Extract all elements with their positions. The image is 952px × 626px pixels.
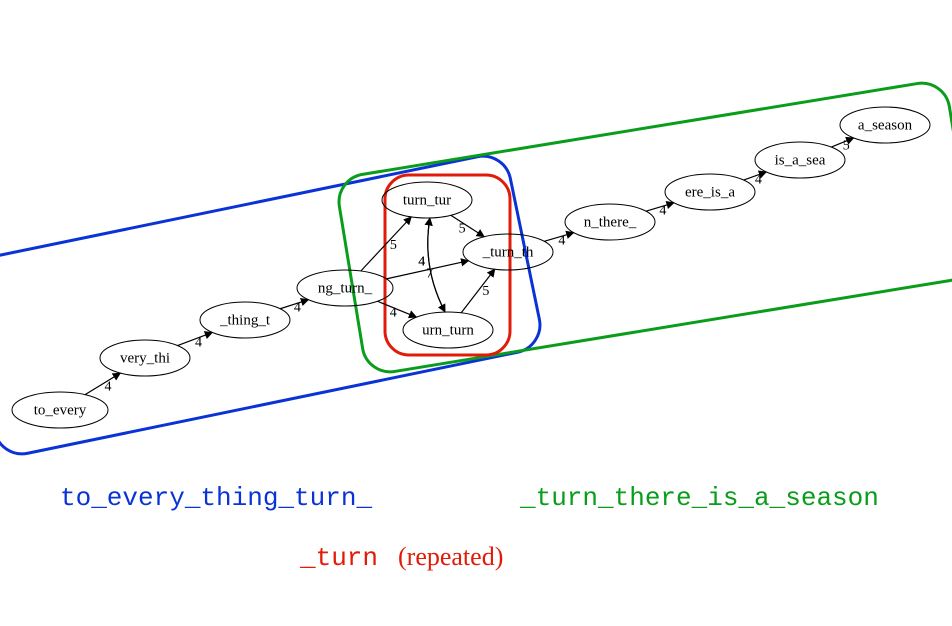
legend-blue: to_every_thing_turn_ xyxy=(60,483,372,513)
node-very_thi: very_thi xyxy=(100,340,190,376)
node-ere_is_a: ere_is_a xyxy=(665,174,755,210)
legend-green: _turn_there_is_a_season xyxy=(519,483,879,513)
diagram-canvas: 44454744554445 to_everyvery_thi_thing_tn… xyxy=(0,0,952,626)
edge-label-urn_turn-turn_tur: 4 xyxy=(418,255,425,270)
edge-label-ng_turn_-turn_tur: 5 xyxy=(390,238,397,253)
edge-label-turn_tur-_turn_th: 5 xyxy=(459,221,466,236)
node-urn_turn: urn_turn xyxy=(403,312,493,348)
node-label-_turn_th: _turn_th xyxy=(482,244,534,260)
node-n_there_: n_there_ xyxy=(565,204,655,240)
edge-label-urn_turn-_turn_th: 5 xyxy=(482,284,489,299)
legend-red-serif: (repeated) xyxy=(398,542,503,571)
node-label-_thing_t: _thing_t xyxy=(219,312,271,328)
node-label-a_season: a_season xyxy=(858,117,913,133)
edge-label-ng_turn_-urn_turn: 4 xyxy=(390,305,397,320)
node-turn_tur: turn_tur xyxy=(382,182,472,218)
edge-turn_tur-_turn_th xyxy=(451,215,484,236)
edge-urn_turn-turn_tur xyxy=(428,218,445,312)
node-a_season: a_season xyxy=(840,107,930,143)
node-label-to_every: to_every xyxy=(34,402,87,418)
edge-label-is_a_sea-a_season: 5 xyxy=(843,139,850,154)
node-label-turn_tur: turn_tur xyxy=(403,192,451,208)
edge-label-very_thi-_thing_t: 4 xyxy=(195,335,202,350)
node-ng_turn_: ng_turn_ xyxy=(297,270,393,306)
legend-red-mono: _turn xyxy=(299,543,378,573)
node-label-is_a_sea: is_a_sea xyxy=(775,152,826,168)
edge-label-_turn_th-n_there_: 4 xyxy=(558,234,565,249)
node-label-ng_turn_: ng_turn_ xyxy=(318,280,373,296)
edge-to_every-very_thi xyxy=(85,373,120,395)
node-is_a_sea: is_a_sea xyxy=(755,142,845,178)
edge-urn_turn-_turn_th xyxy=(461,269,495,313)
node-label-n_there_: n_there_ xyxy=(584,214,637,230)
node-to_every: to_every xyxy=(12,392,108,428)
edge-label-_thing_t-ng_turn_: 4 xyxy=(294,301,301,316)
node-_turn_th: _turn_th xyxy=(463,234,553,270)
edge-ng_turn_-urn_turn xyxy=(377,301,416,317)
node-label-ere_is_a: ere_is_a xyxy=(685,184,735,200)
node-_thing_t: _thing_t xyxy=(200,302,290,338)
node-label-very_thi: very_thi xyxy=(120,350,170,366)
node-label-urn_turn: urn_turn xyxy=(422,322,474,338)
edge-label-ere_is_a-is_a_sea: 4 xyxy=(755,172,762,187)
edge-turn_tur-urn_turn xyxy=(428,218,445,312)
edge-label-n_there_-ere_is_a: 4 xyxy=(659,204,666,219)
edge-label-to_every-very_thi: 4 xyxy=(104,379,111,394)
